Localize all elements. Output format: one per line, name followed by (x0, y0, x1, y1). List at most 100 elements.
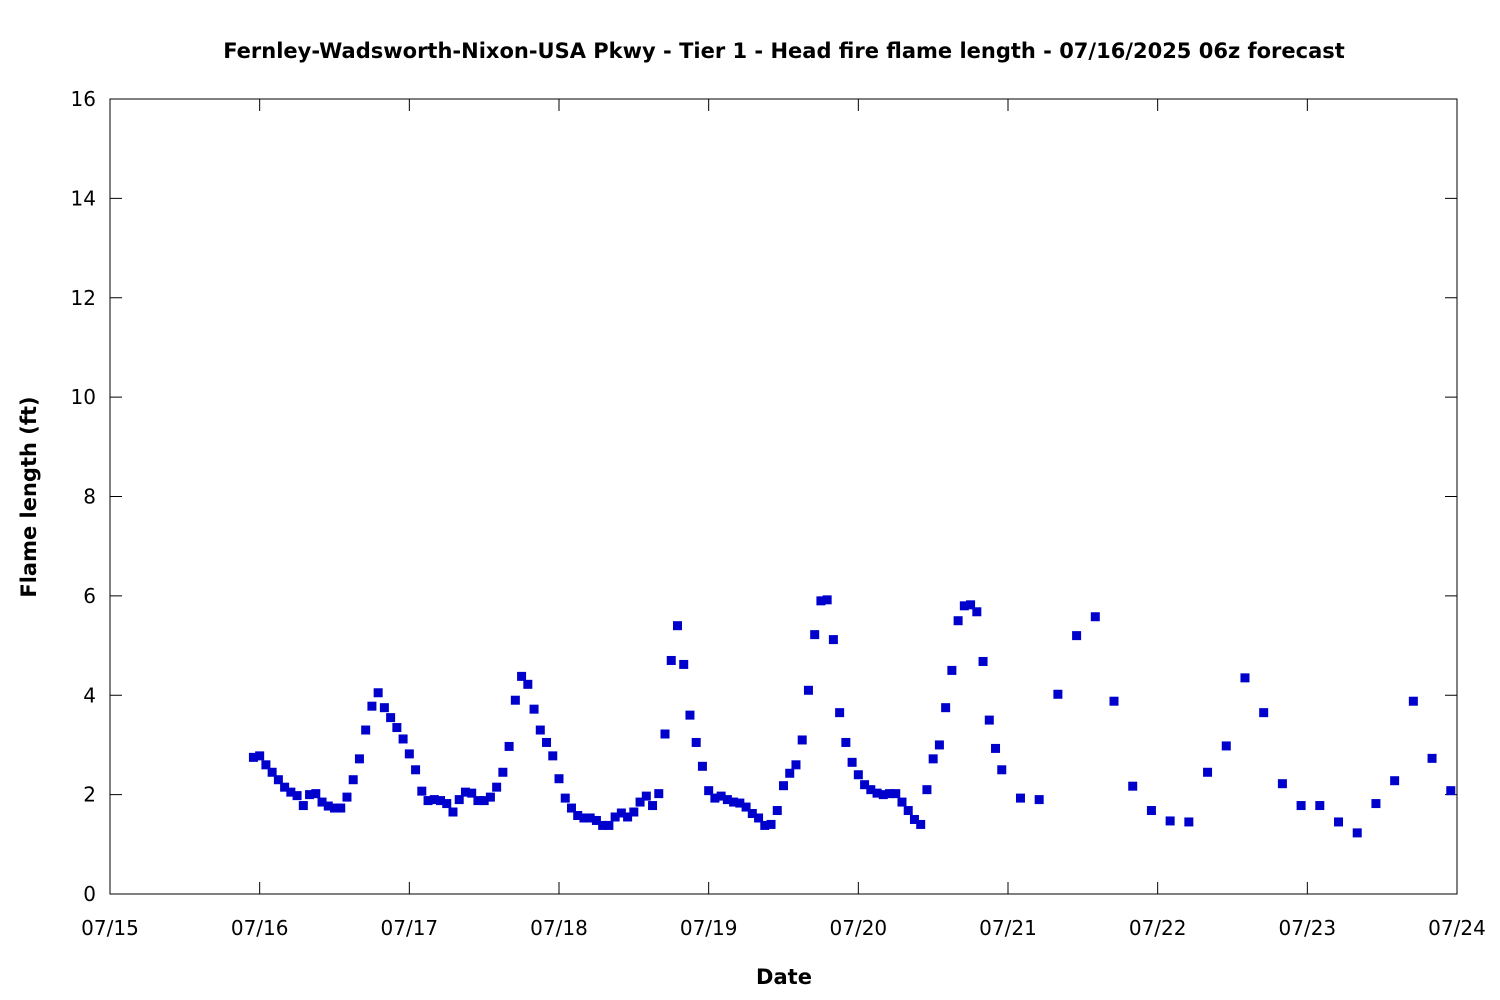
data-point (828, 635, 838, 645)
data-point (909, 814, 919, 824)
data-point (1090, 612, 1100, 622)
x-tick-label: 07/23 (1279, 916, 1337, 940)
data-point (311, 789, 321, 799)
data-point (417, 786, 427, 796)
data-point (1184, 817, 1194, 827)
data-point (292, 791, 302, 801)
data-point (348, 775, 358, 785)
x-tick-label: 07/21 (979, 916, 1037, 940)
data-point (729, 797, 739, 807)
data-point (560, 793, 570, 803)
data-point (741, 802, 751, 812)
data-point (1446, 786, 1456, 796)
data-point (785, 768, 795, 778)
data-point (398, 734, 408, 744)
data-point (772, 806, 782, 816)
data-point (760, 820, 770, 830)
data-point (1296, 801, 1306, 811)
y-tick-label: 14 (71, 186, 96, 210)
data-point (897, 797, 907, 807)
data-point (872, 788, 882, 798)
data-point (1165, 816, 1175, 826)
data-point (816, 596, 826, 606)
data-point (1203, 767, 1213, 777)
data-point (1109, 696, 1119, 706)
data-point (1053, 689, 1063, 699)
data-point (448, 807, 458, 817)
data-point (354, 754, 364, 764)
data-point (903, 806, 913, 816)
data-point (1334, 817, 1344, 827)
data-point (373, 688, 383, 698)
y-tick-label: 2 (83, 783, 96, 807)
data-point (479, 796, 489, 806)
data-point (542, 737, 552, 747)
data-point (866, 785, 876, 795)
x-tick-label: 07/17 (381, 916, 439, 940)
data-point (473, 796, 483, 806)
data-point (298, 801, 308, 811)
data-point (442, 799, 452, 809)
data-point (928, 754, 938, 764)
data-point (922, 785, 932, 795)
data-point (330, 803, 339, 813)
data-point (1408, 696, 1418, 706)
data-point (697, 761, 707, 771)
y-axis-tick-labels: 0 2 4 6 8 10 12 14 16 (71, 87, 96, 906)
data-point (722, 795, 732, 805)
data-point (1128, 781, 1138, 791)
data-point (323, 801, 333, 811)
x-tick-label: 07/15 (81, 916, 139, 940)
data-point (716, 791, 726, 801)
data-point (248, 752, 258, 762)
data-point (991, 743, 1001, 753)
data-point (672, 621, 682, 631)
data-point (810, 630, 820, 640)
data-point (1390, 776, 1400, 786)
y-tick-label: 12 (71, 286, 96, 310)
data-point (953, 616, 963, 626)
y-tick-label: 4 (83, 683, 96, 707)
data-point (1034, 795, 1044, 805)
data-point (517, 671, 527, 681)
data-point (566, 803, 576, 813)
data-point (280, 782, 290, 792)
x-axis-title: Date (756, 965, 812, 989)
x-tick-label: 07/24 (1428, 916, 1486, 940)
data-point (878, 790, 888, 800)
data-points (248, 595, 1456, 838)
data-point (367, 701, 377, 711)
y-axis-title: Flame length (ft) (17, 396, 41, 597)
data-point (436, 796, 446, 806)
data-point (616, 808, 626, 818)
data-point (691, 737, 701, 747)
data-point (648, 801, 658, 811)
y-tick-label: 0 (83, 882, 96, 906)
data-point (1015, 793, 1025, 803)
y-tick-label: 8 (83, 485, 96, 509)
data-point (853, 770, 863, 780)
data-point (679, 659, 689, 669)
y-tick-label: 10 (71, 385, 96, 409)
data-point (1352, 828, 1362, 838)
data-point (305, 790, 315, 800)
data-point (386, 713, 396, 723)
data-point (941, 703, 951, 713)
data-point (510, 695, 520, 705)
plot-area-frame (109, 98, 1458, 895)
x-axis-tick-labels: 07/15 07/16 07/17 07/18 07/19 07/20 07/21 07/22… (81, 916, 1486, 940)
data-point (1221, 741, 1231, 751)
data-point (1259, 708, 1269, 718)
data-point (704, 786, 714, 796)
data-point (641, 791, 651, 801)
data-point (916, 819, 926, 829)
data-point (972, 607, 982, 617)
x-tick-label: 07/20 (830, 916, 888, 940)
data-point (273, 775, 283, 785)
data-point (803, 685, 813, 695)
data-point (591, 815, 601, 825)
data-point (554, 774, 564, 784)
data-point (1427, 753, 1437, 763)
data-point (317, 797, 327, 807)
data-point (548, 751, 558, 761)
